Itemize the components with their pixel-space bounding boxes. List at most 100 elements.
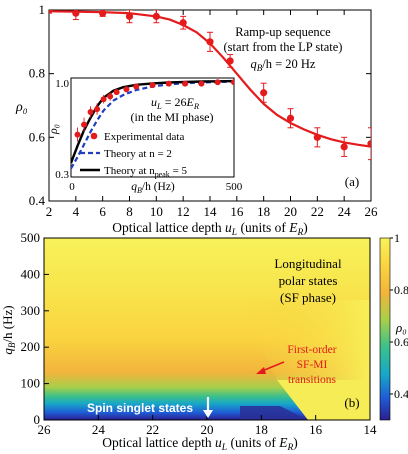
data-point [152, 12, 160, 20]
panel-a-ticks: 2 4 6 8 10 12 14 16 18 20 22 24 260.40.60.81 [29, 2, 378, 219]
colorbar-tick-label: 0.6 [394, 335, 408, 349]
inset-data-point [133, 83, 140, 90]
colorbar-tick-label: 1 [394, 231, 400, 245]
inset-data-point [182, 80, 189, 87]
colorbar-ticks: 0.4 0.6 0.8 1 [390, 231, 408, 401]
x-tick-label: 16 [230, 204, 244, 219]
inset-data-point [198, 80, 205, 87]
panel-b: 26 24 22 20 18 16 14 0 100 200 300 400 500 qB/h (Hz)… [0, 230, 408, 453]
panel-a-fit [49, 10, 371, 148]
y-tick-label: 0.8 [29, 66, 45, 81]
panel-a-annotation-qB: qB/h = 20 Hz [251, 57, 316, 73]
x-tick-label: 20 [284, 204, 297, 219]
panel-a-ylabel: ρ₀ [15, 100, 28, 115]
heatmap-boundary-dark [240, 406, 308, 420]
panel-a-xlabel: Optical lattice depth uL (units of ER) [112, 220, 308, 238]
heatmap-right-fade [240, 300, 370, 380]
y-tick-label: 200 [21, 339, 41, 354]
inset-data [74, 79, 234, 142]
x-tick-label: 14 [364, 422, 378, 437]
data-point [226, 57, 234, 65]
x-tick-label: 26 [365, 204, 379, 219]
heatmap-right-region [277, 380, 370, 420]
singlet-text: Spin singlet states [87, 401, 193, 415]
legend-marker-experimental [90, 132, 98, 140]
legend-item-experimental: Experimental data [90, 131, 184, 143]
data-point [313, 133, 321, 141]
inset-data-point [231, 79, 234, 86]
data-point [286, 114, 295, 122]
inset-chart: 1.0 0.3 0 500 ρ₀ qB/h (Hz) uL = 26ER (in… [46, 77, 243, 195]
panel-a-annotation-line1: Ramp-up sequence [235, 25, 331, 39]
fit-curve [49, 10, 371, 148]
inset-data-point [165, 80, 172, 87]
data-point [367, 140, 371, 148]
y-tick-label: 300 [21, 303, 41, 318]
firstorder-text-1: First-order [287, 344, 336, 356]
firstorder-arrow [261, 361, 285, 372]
colorbar-label: ρ₀ [395, 320, 407, 335]
firstorder-text-2: SF-MI [297, 359, 328, 371]
firstorder-arrowhead [256, 367, 266, 374]
panel-a-data [49, 10, 371, 161]
colorbar: 0.4 0.6 0.8 1 ρ₀ [379, 231, 408, 421]
legend-item-theory-npeak: Theory at npeak = 5 [80, 165, 188, 179]
y-tick-label: 0 [34, 412, 41, 427]
y-tick-label: 400 [21, 266, 41, 281]
legend-item-theory-n2: Theory at n = 2 [80, 148, 172, 160]
panel-a-annotation-line2: (start from the LP state) [224, 40, 343, 54]
x-tick-label: 2 [46, 204, 53, 219]
inset-uL-text: uL = 26ER [151, 95, 200, 111]
panel-b-ticks: 26 24 22 20 18 16 14 0 100 200 300 400 500 [21, 230, 378, 437]
polar-text-2: polar states [279, 273, 338, 288]
colorbar-gradient [379, 237, 391, 421]
y-tick-label: 1 [39, 2, 46, 17]
inset-xtick-right: 500 [226, 181, 243, 193]
colorbar-tick-label: 0.8 [394, 283, 408, 297]
x-tick-label: 10 [150, 204, 163, 219]
heatmap [44, 238, 370, 420]
polar-text-1: Longitudinal [274, 256, 342, 271]
data-point [99, 10, 107, 17]
data-point [260, 89, 268, 97]
colorbar-tick-label: 0.4 [394, 387, 408, 401]
legend-label-theory-n2: Theory at n = 2 [104, 148, 172, 160]
x-tick-label: 20 [201, 422, 214, 437]
inset-data-point [149, 82, 156, 89]
inset-data-point [107, 93, 114, 100]
x-tick-label: 22 [311, 204, 324, 219]
inset-ytick-top: 1.0 [55, 78, 69, 90]
panel-b-label: (b) [344, 395, 359, 410]
y-tick-label: 0.6 [29, 129, 46, 144]
y-tick-label: 500 [21, 230, 41, 245]
inset-data-point [214, 79, 221, 86]
data-point [72, 10, 80, 17]
x-tick-label: 4 [73, 204, 80, 219]
inset-xlabel: qB/h (Hz) [131, 181, 175, 195]
data-point [49, 10, 53, 14]
x-tick-label: 24 [338, 204, 352, 219]
x-tick-label: 12 [177, 204, 190, 219]
x-tick-label: 26 [38, 422, 52, 437]
x-tick-label: 22 [146, 422, 159, 437]
inset-ylabel: ρ₀ [46, 124, 60, 135]
y-tick-label: 100 [21, 376, 41, 391]
inset-phase-text: (in the MI phase) [131, 110, 214, 124]
y-tick-label: 0.4 [29, 193, 46, 208]
inset-xtick-left: 0 [69, 181, 75, 193]
inset-data-point [113, 89, 120, 96]
panel-b-ylabel: qB/h (Hz) [0, 305, 17, 354]
inset-ytick-bottom: 0.3 [55, 169, 69, 181]
x-tick-label: 16 [309, 422, 323, 437]
x-tick-label: 18 [257, 204, 270, 219]
x-tick-label: 14 [204, 204, 218, 219]
singlet-arrowhead [203, 410, 213, 418]
x-tick-label: 8 [126, 204, 133, 219]
x-tick-label: 18 [255, 422, 268, 437]
legend-label-experimental: Experimental data [104, 131, 184, 143]
data-point [340, 143, 348, 151]
singlet-arrow [203, 397, 213, 418]
data-point [179, 19, 187, 27]
panel-b-xlabel: Optical lattice depth uL (units of ER) [102, 435, 298, 453]
